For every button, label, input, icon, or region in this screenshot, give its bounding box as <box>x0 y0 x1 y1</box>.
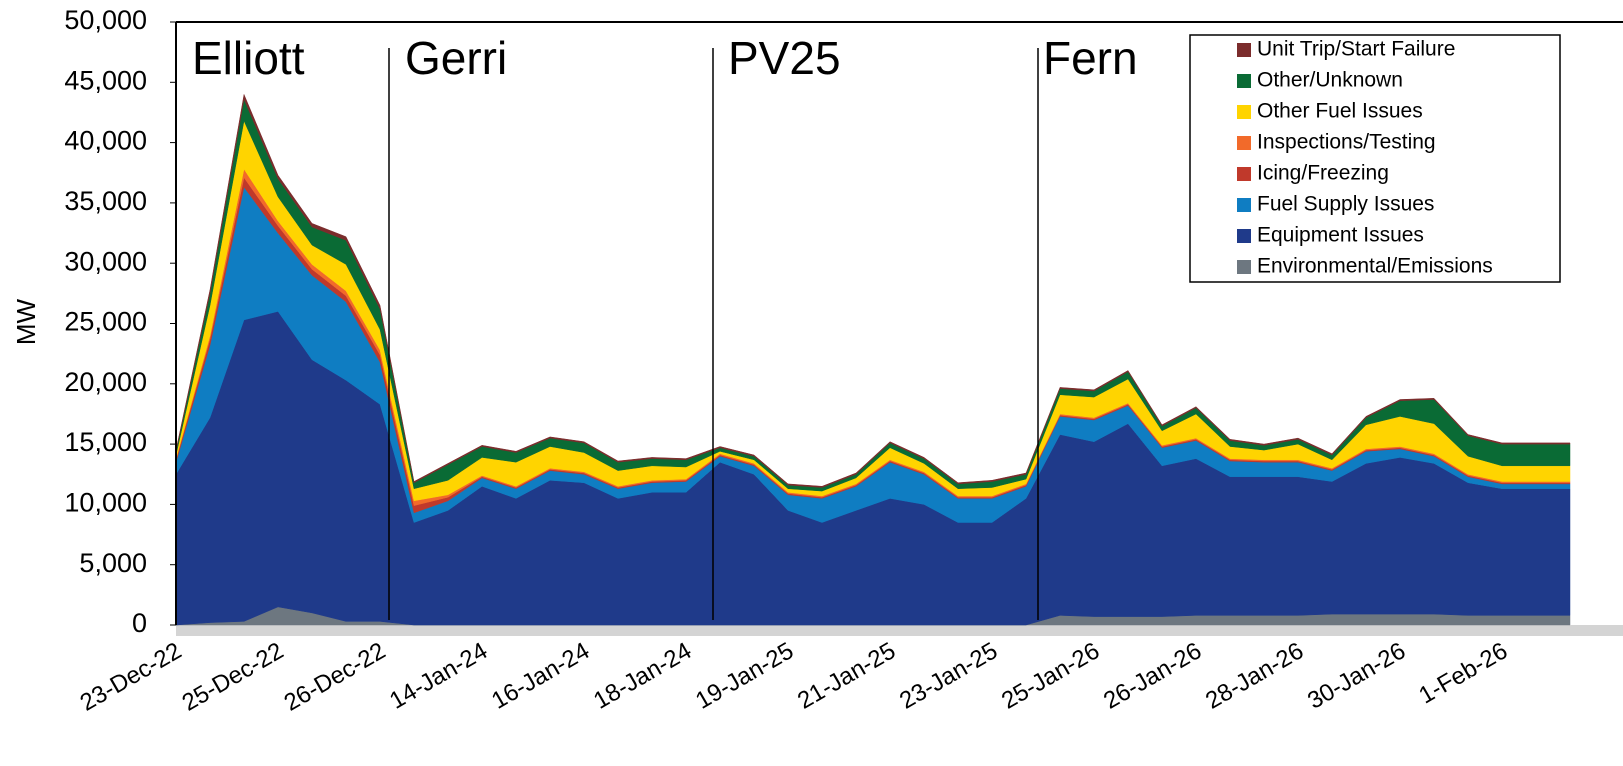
legend-swatch <box>1237 74 1251 88</box>
y-tick-label: 40,000 <box>64 126 147 156</box>
legend-swatch <box>1237 260 1251 274</box>
x-tick-label: 30-Jan-26 <box>1303 637 1410 714</box>
legend-swatch <box>1237 167 1251 181</box>
x-tick-label: 14-Jan-24 <box>385 637 492 714</box>
x-tick-label: 19-Jan-25 <box>691 637 798 714</box>
x-tick-label: 16-Jan-24 <box>487 637 594 714</box>
x-tick-label: 21-Jan-25 <box>793 637 900 714</box>
legend-label: Icing/Freezing <box>1257 162 1389 185</box>
storm-name: Fern <box>1043 32 1138 84</box>
y-tick-label: 20,000 <box>64 367 147 397</box>
legend: Unit Trip/Start Failure Other/Unknown Othe… <box>1189 34 1561 283</box>
y-tick-label: 10,000 <box>64 488 147 518</box>
y-tick-label: 5,000 <box>79 548 147 578</box>
legend-label: Environmental/Emissions <box>1257 255 1493 278</box>
legend-swatch <box>1237 43 1251 57</box>
storm-name: PV25 <box>728 32 841 84</box>
storm-name: Gerri <box>405 32 507 84</box>
storm-name: Elliott <box>192 32 305 84</box>
legend-label: Equipment Issues <box>1257 224 1424 247</box>
x-tick-label: 1-Feb-26 <box>1414 637 1512 709</box>
x-tick-label: 28-Jan-26 <box>1201 637 1308 714</box>
x-tick-label: 18-Jan-24 <box>589 637 696 714</box>
y-tick-label: 35,000 <box>64 186 147 216</box>
y-tick-label: 50,000 <box>64 5 147 35</box>
x-tick-label: 26-Jan-26 <box>1099 637 1206 714</box>
y-tick-label: 0 <box>132 608 147 638</box>
legend-swatch <box>1237 229 1251 243</box>
y-tick-label: 15,000 <box>64 427 147 457</box>
axis-band <box>176 625 1623 636</box>
y-tick-label: 45,000 <box>64 65 147 95</box>
x-tick-label: 26-Dec-22 <box>280 637 391 716</box>
y-axis-label: MW <box>11 298 41 345</box>
x-tick-label: 23-Jan-25 <box>895 637 1002 714</box>
legend-swatch <box>1237 136 1251 150</box>
y-tick-label: 25,000 <box>64 307 147 337</box>
legend-swatch <box>1237 105 1251 119</box>
legend-box <box>1189 34 1561 283</box>
legend-label: Other Fuel Issues <box>1257 100 1423 123</box>
y-tick-label: 30,000 <box>64 246 147 276</box>
legend-label: Unit Trip/Start Failure <box>1257 38 1455 61</box>
x-tick-label: 25-Dec-22 <box>178 637 289 716</box>
area <box>175 93 1571 488</box>
x-tick-label: 25-Jan-26 <box>997 637 1104 714</box>
legend-label: Fuel Supply Issues <box>1257 193 1434 216</box>
x-tick-label: 23-Dec-22 <box>76 637 187 716</box>
legend-swatch <box>1237 198 1251 212</box>
legend-label: Inspections/Testing <box>1257 131 1436 154</box>
legend-label: Other/Unknown <box>1257 69 1403 92</box>
